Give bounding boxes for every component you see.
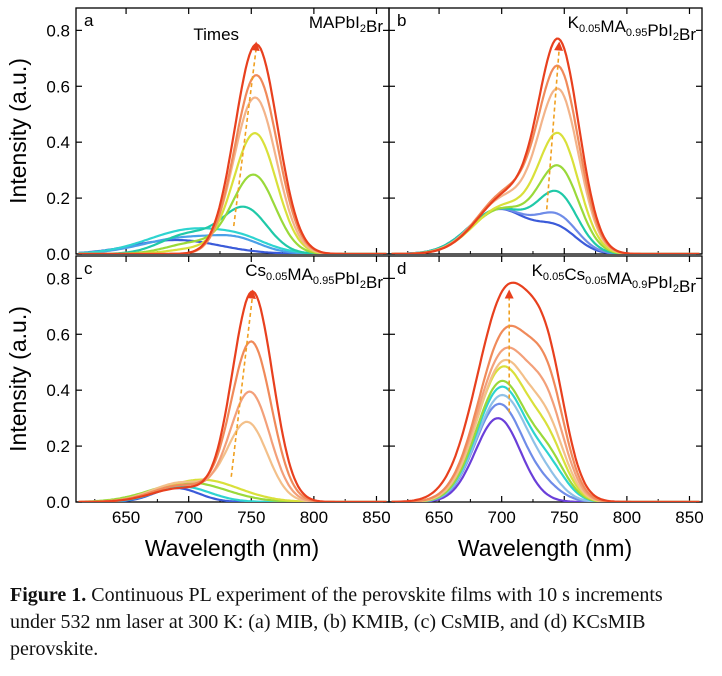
spectrum-line-7: [391, 64, 700, 254]
spectrum-line-8: [391, 37, 700, 254]
x-tick-label: 750: [550, 508, 578, 527]
spectrum-line-9: [78, 43, 387, 254]
spectrum-line-7: [391, 358, 700, 502]
spectrum-line-4: [391, 164, 700, 254]
composition-label: MAPbI2Br: [309, 13, 383, 36]
spectrum-line-8: [78, 290, 387, 502]
y-tick-label: 0.4: [46, 133, 70, 152]
series-group: [78, 290, 387, 502]
trend-arrow-line: [232, 47, 258, 227]
panel-frame: [388, 7, 703, 255]
x-axis-title-right: Wavelength (nm): [458, 535, 632, 561]
y-tick-label: 0.0: [46, 493, 70, 512]
composition-label: Cs0.05MA0.95PbI2Br: [245, 261, 383, 292]
x-tick-label: 850: [675, 508, 703, 527]
y-tick-label: 0.0: [46, 245, 70, 264]
x-tick-label: 700: [174, 508, 202, 527]
series-group: [391, 281, 700, 502]
series-group: [391, 37, 700, 254]
panel-frame: [75, 255, 390, 503]
composition-label: K0.05MA0.95PbI2Br: [568, 13, 697, 44]
spectrum-line-3: [78, 227, 387, 254]
spectrum-line-5: [78, 173, 387, 254]
y-tick-label: 0.6: [46, 325, 70, 344]
trend-arrow-head: [250, 41, 260, 52]
spectrum-line-5: [391, 379, 700, 502]
y-tick-label: 0.8: [46, 269, 70, 288]
spectrum-line-6: [391, 87, 700, 254]
spectrum-line-10: [391, 281, 700, 502]
panel-label: c: [84, 259, 93, 278]
x-axis-title-left: Wavelength (nm): [145, 535, 319, 561]
panel-a: 0.0 0.2 0.4 0.6 0.8 a MAPbI2Br Times: [46, 7, 390, 264]
figure-caption: Figure 1. Continuous PL experiment of th…: [10, 582, 710, 663]
caption-label: Figure 1.: [10, 584, 87, 606]
y-tick-label: 0.6: [46, 77, 70, 96]
x-tick-label: 800: [300, 508, 328, 527]
y-tick-label: 0.2: [46, 189, 70, 208]
trend-arrow-head: [247, 289, 256, 299]
spectrum-line-6: [391, 365, 700, 502]
y-tick-label: 0.8: [46, 21, 70, 40]
spectrum-line-8: [391, 346, 700, 502]
spectrum-line-2: [78, 234, 387, 254]
y-axis-title-bottom: Intensity (a.u.): [5, 306, 31, 452]
x-tick-label: 700: [487, 508, 515, 527]
panel-frame: [388, 255, 703, 503]
times-annotation: Times: [193, 25, 239, 44]
panel-c: 650 700 750 800 850 0.0 0.2 0.4 0.6 0.8 c Cs0.05MA0…: [46, 255, 391, 527]
caption-text: Continuous PL experiment of the perovski…: [10, 584, 663, 660]
panel-d: 650 700 750 800 850 d K0.05Cs0.05MA0.9PbI2Br: [388, 255, 704, 527]
spectrum-line-4: [78, 205, 387, 254]
spectrum-line-2: [391, 207, 700, 254]
spectrum-line-3: [78, 481, 387, 502]
panel-label: d: [397, 259, 406, 278]
x-tick-label: 800: [613, 508, 641, 527]
series-group: [78, 43, 387, 254]
panel-frame: [75, 7, 390, 255]
panel-b: b K0.05MA0.95PbI2Br: [388, 7, 703, 255]
trend-arrow-head: [554, 41, 564, 51]
x-tick-label: 850: [362, 508, 390, 527]
spectrum-line-4: [391, 385, 700, 502]
spectrum-line-9: [391, 324, 700, 502]
composition-label: K0.05Cs0.05MA0.9PbI2Br: [532, 261, 697, 296]
trend-arrow-head: [504, 289, 514, 299]
spectrum-line-1: [391, 207, 700, 254]
panel-label: b: [397, 11, 406, 30]
panel-label: a: [84, 11, 94, 30]
x-tick-label: 750: [237, 508, 265, 527]
y-tick-label: 0.4: [46, 381, 70, 400]
chart-svg: 0.0 0.2 0.4 0.6 0.8 a MAPbI2Br Times b K0.05MA0.9…: [5, 7, 704, 561]
y-axis-title-top: Intensity (a.u.): [5, 58, 31, 204]
trend-arrow-line: [230, 295, 254, 477]
spectrum-line-1: [391, 417, 700, 502]
trend-arrow-line: [545, 47, 561, 210]
figure: 0.0 0.2 0.4 0.6 0.8 a MAPbI2Br Times b K0.05MA0.9…: [5, 7, 704, 561]
x-tick-label: 650: [425, 508, 453, 527]
x-tick-label: 650: [112, 508, 140, 527]
y-tick-label: 0.2: [46, 437, 70, 456]
